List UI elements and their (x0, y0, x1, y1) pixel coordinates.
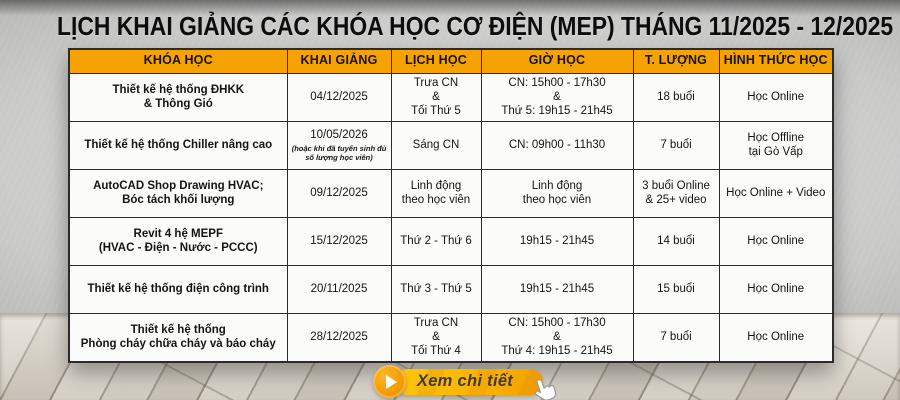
pointer-hand-icon (534, 378, 557, 400)
column-header-course: KHÓA HỌC (68, 48, 288, 74)
cell-hours: 19h15 - 21h45 (480, 264, 634, 314)
column-header-hours: GIỜ HỌC (480, 48, 634, 74)
cell-course: Thiết kế hệ thống Phòng cháy chữa cháy v… (68, 312, 288, 363)
cell-duration: 7 buổi (632, 120, 720, 170)
cell-schedule: Trưa CN & Tối Thứ 4 (390, 312, 482, 363)
cell-schedule: Thứ 3 - Thứ 5 (390, 264, 482, 314)
column-header-format: HÌNH THỨC HỌC (718, 48, 834, 74)
header-row: KHÓA HỌC KHAI GIẢNG LỊCH HỌC GIỜ HỌC T. … (68, 48, 834, 74)
cell-duration: 18 buổi (632, 72, 720, 122)
cell-start-date: 28/12/2025 (286, 312, 392, 363)
cell-format: Học Online (718, 72, 834, 122)
cell-format: Học Offline tại Gò Vấp (718, 120, 834, 170)
cell-start-date: 04/12/2025 (286, 72, 392, 122)
cell-start-date: 20/11/2025 (286, 264, 392, 314)
cell-duration: 15 buổi (632, 264, 720, 314)
cell-format: Học Online (718, 216, 834, 266)
cell-hours: CN: 15h00 - 17h30 & Thứ 5: 19h15 - 21h45 (480, 72, 634, 122)
cell-format: Học Online + Video (718, 168, 834, 218)
table-row: Revit 4 hệ MEPF (HVAC - Điện - Nước - PC… (68, 216, 834, 266)
cell-schedule: Sáng CN (390, 120, 482, 170)
table-row: Thiết kế hệ thống điện công trình 20/11/… (68, 264, 834, 314)
cell-start-date: 09/12/2025 (286, 168, 392, 218)
cta-row: Xem chi tiết (0, 365, 900, 400)
cell-hours: 19h15 - 21h45 (480, 216, 634, 266)
cell-schedule: Linh động theo học viên (390, 168, 482, 218)
cell-course: Thiết kế hệ thống điện công trình (68, 264, 288, 314)
cell-course: Thiết kế hệ thống ĐHKK & Thông Gió (68, 72, 288, 122)
cell-course: AutoCAD Shop Drawing HVAC; Bóc tách khối… (68, 168, 288, 218)
view-details-button[interactable]: Xem chi tiết (372, 365, 557, 400)
page-title: LỊCH KHAI GIẢNG CÁC KHÓA HỌC CƠ ĐIỆN (ME… (57, 11, 894, 41)
cell-format: Học Online (718, 312, 834, 363)
table-row: Thiết kế hệ thống Phòng cháy chữa cháy v… (68, 312, 834, 363)
start-date-value: 10/05/2026 (310, 129, 368, 142)
cell-start-date: 15/12/2025 (286, 216, 392, 266)
cell-hours: CN: 09h00 - 11h30 (480, 120, 634, 170)
course-schedule-table: KHÓA HỌC KHAI GIẢNG LỊCH HỌC GIỜ HỌC T. … (68, 48, 834, 363)
cell-course: Thiết kế hệ thống Chiller nâng cao (68, 120, 288, 170)
cell-schedule: Trưa CN & Tối Thứ 5 (390, 72, 482, 122)
table-row: AutoCAD Shop Drawing HVAC; Bóc tách khối… (68, 168, 834, 218)
cell-hours: CN: 15h00 - 17h30 & Thứ 4: 19h15 - 21h45 (480, 312, 634, 363)
start-date-note: (hoặc khi đã tuyển sinh đủ số lượng học … (291, 143, 387, 162)
title-wrap: LỊCH KHAI GIẢNG CÁC KHÓA HỌC CƠ ĐIỆN (ME… (0, 11, 900, 42)
cta-label: Xem chi tiết (416, 372, 514, 390)
cell-hours: Linh động theo học viên (480, 168, 634, 218)
cell-duration: 14 buổi (632, 216, 720, 266)
cell-start-date: 10/05/2026 (hoặc khi đã tuyển sinh đủ số … (286, 120, 392, 170)
table-row: Thiết kế hệ thống ĐHKK & Thông Gió 04/12… (68, 72, 834, 122)
table-row: Thiết kế hệ thống Chiller nâng cao 10/05… (68, 120, 834, 170)
column-header-start-date: KHAI GIẢNG (286, 48, 392, 74)
cell-format: Học Online (718, 264, 834, 314)
cell-duration: 7 buổi (632, 312, 720, 363)
play-icon (372, 365, 406, 398)
cell-duration: 3 buổi Online & 25+ video (632, 168, 720, 218)
cell-schedule: Thứ 2 - Thứ 6 (390, 216, 482, 266)
cta-pill: Xem chi tiết (395, 368, 557, 400)
column-header-duration: T. LƯỢNG (632, 48, 720, 74)
cell-course: Revit 4 hệ MEPF (HVAC - Điện - Nước - PC… (68, 216, 288, 266)
column-header-schedule: LỊCH HỌC (390, 48, 482, 74)
